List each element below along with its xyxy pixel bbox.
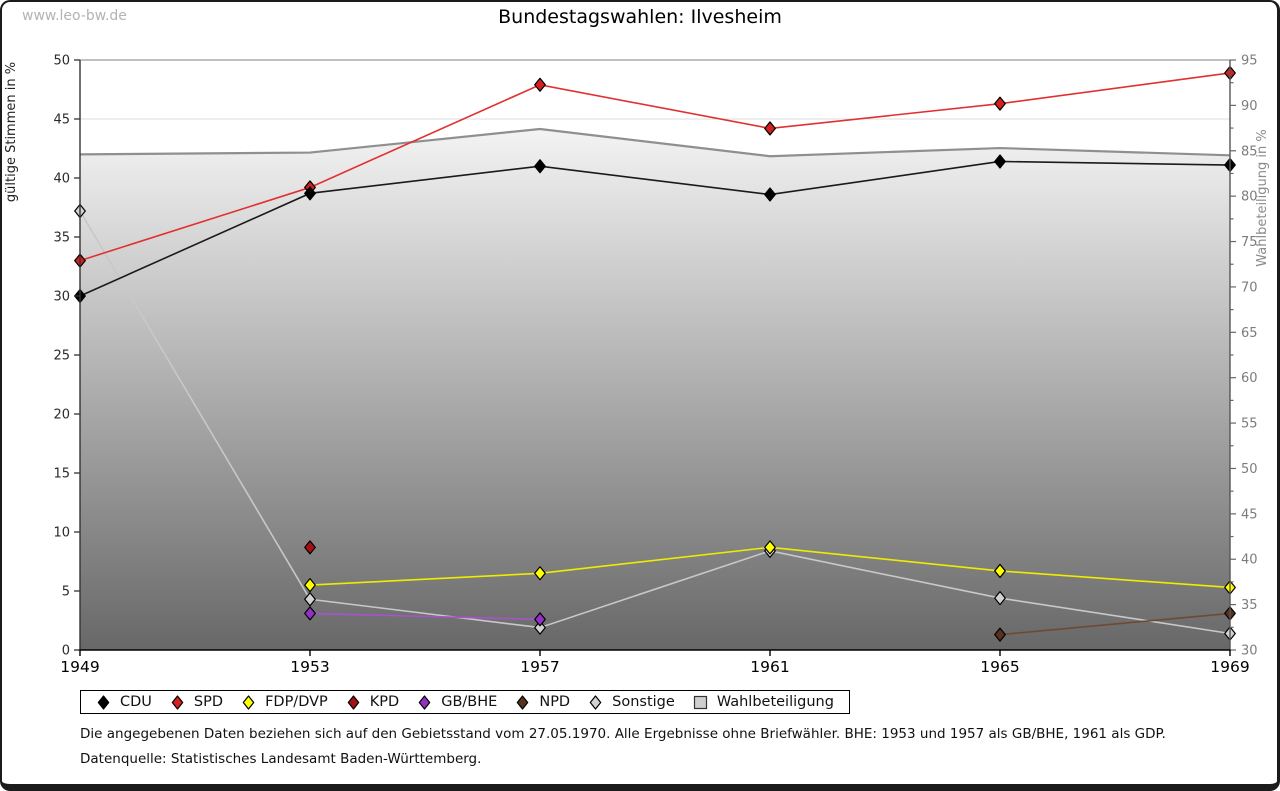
- svg-text:35: 35: [53, 231, 70, 246]
- legend-label: NPD: [539, 694, 571, 710]
- datasource-text: Datenquelle: Statistisches Landesamt Bad…: [80, 751, 482, 767]
- svg-text:40: 40: [1241, 553, 1258, 568]
- svg-text:75: 75: [1241, 235, 1258, 250]
- svg-text:15: 15: [53, 467, 70, 482]
- svg-text:5: 5: [62, 585, 70, 600]
- svg-text:80: 80: [1241, 190, 1258, 205]
- data-point-CDU: [994, 154, 1006, 169]
- chart-title: Bundestagswahlen: Ilvesheim: [498, 6, 782, 28]
- data-point-FDP/DVP: [994, 563, 1006, 579]
- data-point-GB/BHE: [534, 612, 546, 627]
- election-line-chart: 0 5 10 15 20 25 30 35 40 45 50 30 35 40 45 50 55 60 65 70 75…: [4, 54, 1270, 677]
- data-point-CDU: [764, 187, 776, 202]
- data-point-GB/BHE: [304, 606, 316, 621]
- svg-text:1953: 1953: [290, 658, 329, 676]
- svg-text:60: 60: [1241, 371, 1258, 386]
- data-point-FDP/DVP: [304, 578, 316, 593]
- turnout-area: [80, 128, 1230, 650]
- series-line-CDU: [79, 160, 1231, 297]
- data-point-Sonstige: [304, 592, 316, 607]
- diamond-marker-icon: [171, 694, 184, 710]
- svg-text:90: 90: [1241, 99, 1258, 114]
- legend-label: FDP/DVP: [265, 694, 328, 710]
- data-point-CDU: [534, 159, 546, 174]
- data-point-FDP/DVP: [764, 540, 776, 555]
- svg-text:55: 55: [1241, 417, 1258, 432]
- svg-text:35: 35: [1241, 598, 1258, 613]
- svg-text:50: 50: [1241, 462, 1258, 477]
- data-point-SPD: [764, 121, 776, 136]
- diamond-marker-icon: [242, 694, 255, 710]
- square-marker-icon: [693, 695, 707, 709]
- data-point-SPD: [994, 96, 1006, 111]
- svg-text:1969: 1969: [1210, 658, 1249, 676]
- chart-legend: CDU SPD FDP/DVP KPD GB/BHE NPD Sonstige Wahlbet…: [80, 690, 850, 714]
- legend-label: Wahlbeteiligung: [716, 694, 834, 710]
- data-point-FDP/DVP: [534, 566, 546, 581]
- series-line-GB/BHE: [309, 612, 541, 621]
- svg-text:70: 70: [1241, 280, 1258, 295]
- right-axis-title: Wahlbeteiligung in %: [1255, 129, 1270, 266]
- svg-text:45: 45: [1241, 507, 1258, 522]
- svg-text:50: 50: [53, 54, 70, 69]
- legend-label: SPD: [193, 694, 224, 710]
- diamond-marker-icon: [97, 694, 110, 710]
- data-point-Sonstige: [534, 620, 546, 635]
- legend-label: KPD: [369, 694, 400, 710]
- svg-text:1961: 1961: [750, 658, 789, 676]
- diamond-marker-icon: [517, 694, 529, 710]
- legend-label: GB/BHE: [441, 694, 498, 710]
- svg-text:45: 45: [53, 113, 70, 128]
- data-point-Sonstige: [994, 590, 1006, 606]
- legend-item-SPD: SPD: [170, 694, 223, 710]
- series-line-SPD: [79, 72, 1231, 262]
- svg-text:1957: 1957: [520, 658, 559, 676]
- legend-item-FDP/DVP: FDP/DVP: [241, 694, 328, 710]
- legend-label: Sonstige: [612, 694, 675, 710]
- site-watermark: www.leo-bw.de: [22, 8, 127, 24]
- svg-text:25: 25: [53, 349, 70, 364]
- legend-item-NPD: NPD: [515, 694, 570, 710]
- footnote-text: Die angegebenen Daten beziehen sich auf …: [80, 726, 1166, 742]
- data-point-KPD: [304, 540, 316, 555]
- svg-text:0: 0: [62, 644, 70, 659]
- svg-text:40: 40: [53, 172, 70, 187]
- left-axis-title: gültige Stimmen in %: [4, 62, 19, 202]
- legend-label: CDU: [120, 694, 152, 710]
- svg-text:1965: 1965: [980, 658, 1019, 676]
- svg-text:95: 95: [1241, 54, 1258, 69]
- svg-text:1949: 1949: [60, 658, 99, 676]
- svg-text:10: 10: [53, 526, 70, 541]
- series-line-Sonstige: [79, 210, 1231, 635]
- svg-text:65: 65: [1241, 326, 1258, 341]
- diamond-marker-icon: [589, 694, 602, 710]
- legend-item-KPD: KPD: [346, 694, 399, 710]
- diamond-marker-icon: [347, 694, 360, 710]
- series-line-NPD: [999, 612, 1231, 636]
- diamond-marker-icon: [418, 694, 431, 710]
- legend-item-Wahlbeteiligung: Wahlbeteiligung: [693, 694, 834, 710]
- svg-text:20: 20: [53, 408, 70, 423]
- data-point-NPD: [994, 627, 1006, 642]
- legend-item-GB/BHE: GB/BHE: [417, 694, 497, 710]
- turnout-line: [79, 127, 1231, 158]
- svg-text:85: 85: [1241, 144, 1258, 159]
- data-point-CDU: [304, 186, 316, 201]
- data-point-SPD: [534, 77, 546, 92]
- svg-text:30: 30: [1241, 644, 1258, 659]
- legend-item-Sonstige: Sonstige: [588, 694, 675, 710]
- legend-item-CDU: CDU: [96, 694, 152, 710]
- svg-text:30: 30: [53, 290, 70, 305]
